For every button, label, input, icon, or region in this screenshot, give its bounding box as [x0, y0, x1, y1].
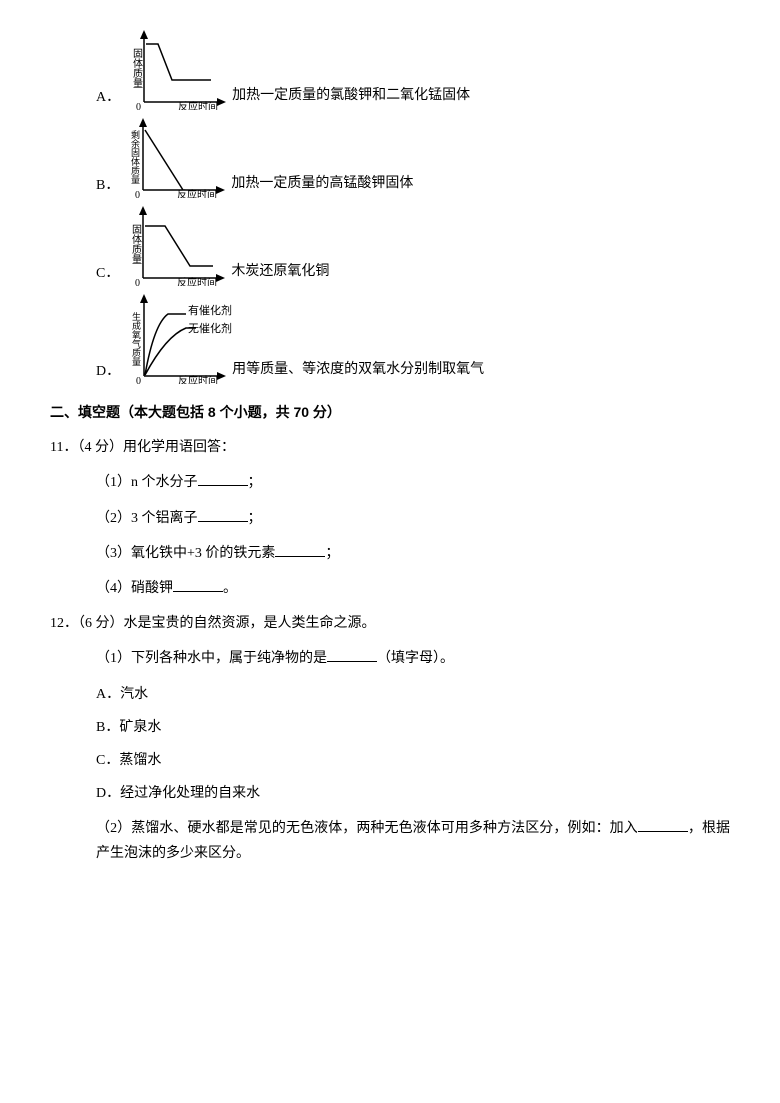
q12-choice-b: B．矿泉水 — [96, 715, 730, 740]
y-axis-label: 生成氧气质量 — [131, 311, 141, 366]
option-c-text: 木炭还原氧化铜 — [231, 259, 329, 286]
option-b-graph: 剩余固体质量 0 反应时间 — [125, 118, 225, 198]
q11-s1-tail: ； — [248, 475, 262, 490]
blank-field[interactable] — [327, 647, 377, 662]
q11-sub3: （3）氧化铁中+3 价的铁元素 ； — [96, 541, 730, 566]
q12-choice-d: D．经过净化处理的自来水 — [96, 781, 730, 806]
q11-sub2: （2）3 个铝离子 ； — [96, 506, 730, 531]
q12-s1b: （填字母）。 — [377, 651, 454, 666]
blank-field[interactable] — [173, 577, 223, 592]
origin-label: 0 — [136, 376, 141, 384]
q11-stem: 11．（4 分）用化学用语回答： — [50, 440, 235, 455]
y-axis-label: 固体质量 — [131, 48, 143, 88]
blank-field[interactable] — [638, 817, 688, 832]
option-a-letter: A． — [96, 85, 120, 110]
q12-s1a: （1）下列各种水中，属于纯净物的是 — [96, 651, 327, 666]
graph-svg: 固体质量 0 反应时间 — [126, 30, 226, 110]
option-c-graph: 固体质量 0 反应时间 — [125, 206, 225, 286]
option-d-text: 用等质量、等浓度的双氧水分别制取氧气 — [232, 357, 484, 384]
q12-choice-c: C．蒸馏水 — [96, 748, 730, 773]
q11-s2-text: （2）3 个铝离子 — [96, 511, 198, 526]
q11-s3-tail: ； — [325, 546, 339, 561]
q11-s2-tail: ； — [248, 511, 262, 526]
question-11: 11．（4 分）用化学用语回答： — [50, 435, 730, 460]
q11-s3-text: （3）氧化铁中+3 价的铁元素 — [96, 546, 275, 561]
blank-field[interactable] — [198, 507, 248, 522]
graph-svg: 剩余固体质量 0 反应时间 — [125, 118, 225, 198]
x-axis-label: 反应时间 — [177, 276, 217, 286]
x-axis-label: 反应时间 — [178, 374, 218, 384]
option-a-text: 加热一定质量的氯酸钾和二氧化锰固体 — [232, 83, 470, 110]
graph-svg: 固体质量 0 反应时间 — [125, 206, 225, 286]
option-d-letter: D． — [96, 359, 120, 384]
option-d: D． 有催化剂 无催化剂 生成氧气质量 0 反应时间 用等质量、等浓度的双氧水分… — [50, 294, 730, 384]
option-b: B． 剩余固体质量 0 反应时间 加热一定质量的高锰酸钾固体 — [50, 118, 730, 198]
question-12: 12．（6 分）水是宝贵的自然资源，是人类生命之源。 — [50, 611, 730, 636]
option-c: C． 固体质量 0 反应时间 木炭还原氧化铜 — [50, 206, 730, 286]
q12-choice-a: A．汽水 — [96, 682, 730, 707]
curve2-label: 无催化剂 — [188, 321, 232, 335]
curve1-label: 有催化剂 — [188, 303, 232, 317]
y-axis-label: 剩余固体质量 — [130, 129, 140, 184]
option-b-letter: B． — [96, 173, 119, 198]
q11-s1-text: （1）n 个水分子 — [96, 475, 198, 490]
section-2-heading: 二、填空题（本大题包括 8 个小题，共 70 分） — [50, 400, 730, 425]
q11-s4-text: （4）硝酸钾 — [96, 581, 173, 596]
option-a: A． 固体质量 0 反应时间 加热一定质量的氯酸钾和二氧化锰固体 — [50, 30, 730, 110]
q12-s2a: （2）蒸馏水、硬水都是常见的无色液体，两种无色液体可用多种方法区分，例如：加入 — [96, 821, 638, 836]
graph-svg: 有催化剂 无催化剂 生成氧气质量 0 反应时间 — [126, 294, 246, 384]
q12-stem: 12．（6 分）水是宝贵的自然资源，是人类生命之源。 — [50, 616, 376, 631]
origin-label: 0 — [135, 278, 140, 286]
q11-sub1: （1）n 个水分子 ； — [96, 470, 730, 495]
blank-field[interactable] — [198, 471, 248, 486]
option-d-graph: 有催化剂 无催化剂 生成氧气质量 0 反应时间 — [126, 294, 226, 384]
option-b-text: 加热一定质量的高锰酸钾固体 — [231, 171, 413, 198]
q12-sub1: （1）下列各种水中，属于纯净物的是 （填字母）。 — [96, 646, 730, 671]
y-axis-label: 固体质量 — [130, 224, 142, 264]
origin-label: 0 — [136, 102, 141, 110]
option-c-letter: C． — [96, 261, 119, 286]
option-a-graph: 固体质量 0 反应时间 — [126, 30, 226, 110]
q11-sub4: （4）硝酸钾 。 — [96, 576, 730, 601]
blank-field[interactable] — [275, 542, 325, 557]
x-axis-label: 反应时间 — [177, 188, 217, 198]
q12-sub2: （2）蒸馏水、硬水都是常见的无色液体，两种无色液体可用多种方法区分，例如：加入，… — [96, 816, 730, 866]
origin-label: 0 — [135, 190, 140, 198]
q11-s4-tail: 。 — [223, 581, 237, 596]
x-axis-label: 反应时间 — [178, 100, 218, 110]
